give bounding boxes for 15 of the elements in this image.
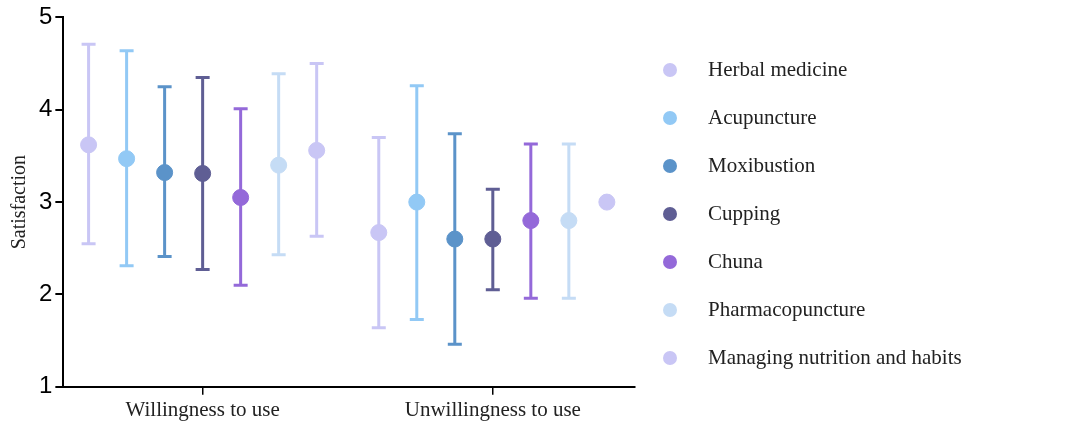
legend-label: Acupuncture xyxy=(708,104,817,129)
y-tick-label: 1 xyxy=(38,371,53,399)
legend-label: Pharmacopuncture xyxy=(708,296,866,321)
legend-label: Moxibustion xyxy=(708,152,816,177)
y-tick-label: 5 xyxy=(38,2,53,30)
y-axis-title: Satisfaction xyxy=(7,154,30,250)
legend-label: Managing nutrition and habits xyxy=(708,344,962,369)
x-tick-label: Unwillingness to use xyxy=(404,396,581,421)
legend-label: Cupping xyxy=(708,200,781,225)
y-tick-label: 4 xyxy=(38,94,53,122)
legend-label: Herbal medicine xyxy=(708,56,848,81)
y-tick-label: 3 xyxy=(38,186,53,214)
x-tick-label: Willingness to use xyxy=(125,396,280,421)
y-tick-label: 2 xyxy=(38,279,53,307)
legend-label: Chuna xyxy=(708,248,764,273)
